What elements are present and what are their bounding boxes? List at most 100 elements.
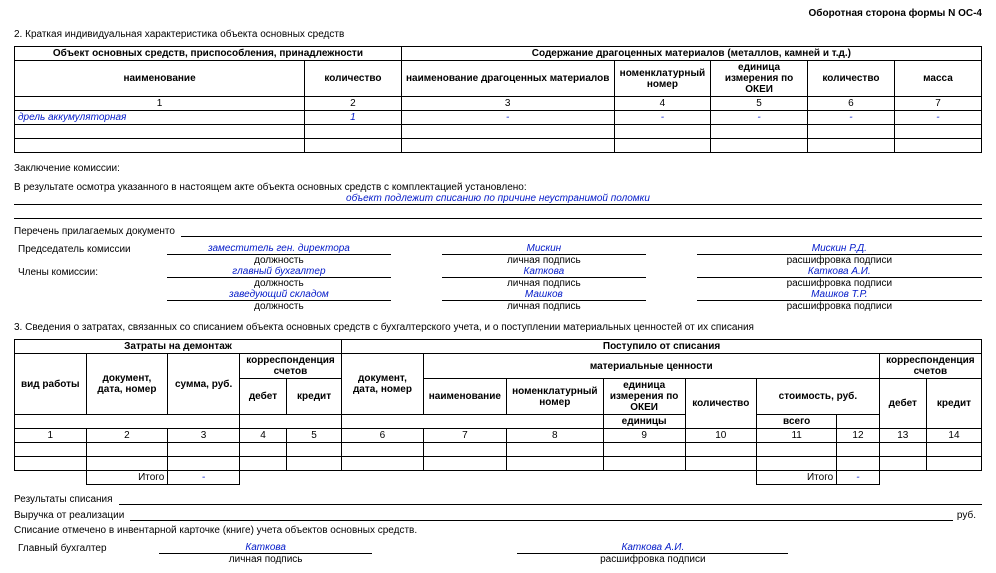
rub-label: руб. bbox=[953, 510, 982, 521]
footer-note: Списание отмечено в инвентарной карточке… bbox=[14, 525, 982, 536]
attachments-label: Перечень прилагаемых документо bbox=[14, 226, 181, 237]
t3-cost: стоимость, руб. bbox=[757, 379, 880, 415]
t2-h-nomen: номенклатурный номер bbox=[614, 61, 711, 97]
t3n2: 2 bbox=[86, 429, 168, 443]
commission-blank-line bbox=[14, 207, 982, 219]
table3: Затраты на демонтаж Поступило от списани… bbox=[14, 339, 982, 485]
m2-sig: Машков bbox=[442, 289, 646, 301]
t3n6: 6 bbox=[342, 429, 424, 443]
t2-h-name: наименование bbox=[15, 61, 305, 97]
t2-num3: 3 bbox=[401, 97, 614, 111]
t3n9: 9 bbox=[603, 429, 685, 443]
t3n10: 10 bbox=[685, 429, 757, 443]
t2-r1-name: дрель аккумуляторная bbox=[15, 111, 305, 125]
cap-sig-3: личная подпись bbox=[442, 301, 646, 313]
t3-name: наименование bbox=[423, 379, 506, 415]
t3-doc: документ, дата, номер bbox=[86, 354, 168, 415]
t2-num6: 6 bbox=[807, 97, 894, 111]
t3-debit: дебет bbox=[239, 379, 286, 415]
t2-group-right: Содержание драгоценных материалов (метал… bbox=[401, 47, 981, 61]
t2-num7: 7 bbox=[894, 97, 981, 111]
t2-r1-c3: - bbox=[401, 111, 614, 125]
t3n3: 3 bbox=[168, 429, 240, 443]
t3n4: 4 bbox=[239, 429, 286, 443]
t3-total: всего bbox=[757, 415, 837, 429]
t2-group-left: Объект основных средств, приспособления,… bbox=[15, 47, 402, 61]
t2-h-mass: масса bbox=[894, 61, 981, 97]
cap-dec-2: расшифровка подписи bbox=[697, 278, 982, 290]
commission-line1: В результате осмотра указанного в настоя… bbox=[14, 182, 527, 193]
t3-credit2: кредит bbox=[926, 379, 981, 429]
cap-dec-3: расшифровка подписи bbox=[697, 301, 982, 313]
t2-r1-qty: 1 bbox=[305, 111, 402, 125]
t3-mat: материальные ценности bbox=[423, 354, 879, 379]
members-label: Члены комиссии: bbox=[14, 266, 167, 278]
t3-nomen: номенклатурный номер bbox=[506, 379, 603, 415]
t2-num2: 2 bbox=[305, 97, 402, 111]
cap-sig-foot: личная подпись bbox=[159, 554, 372, 566]
t2-r1-c4: - bbox=[614, 111, 711, 125]
chief-acc-dec: Каткова А.И. bbox=[517, 542, 788, 554]
t2-r1-c7: - bbox=[894, 111, 981, 125]
chief-acc-label: Главный бухгалтер bbox=[14, 542, 159, 554]
chair-pos: заместитель ген. директора bbox=[167, 243, 391, 255]
t2-num4: 4 bbox=[614, 97, 711, 111]
attachments-value bbox=[181, 225, 982, 237]
cap-pos-1: должность bbox=[167, 255, 391, 267]
t3-debit2: дебет bbox=[879, 379, 926, 429]
t3n7: 7 bbox=[423, 429, 506, 443]
t3-corr: корреспонденция счетов bbox=[239, 354, 341, 379]
chief-acc-sig-val: Каткова bbox=[159, 542, 372, 554]
t3-itogo1-dash: - bbox=[168, 471, 240, 485]
section3-title: 3. Сведения о затратах, связанных со спи… bbox=[14, 322, 982, 333]
t3n12: 12 bbox=[837, 429, 880, 443]
t2-h-qty: количество bbox=[305, 61, 402, 97]
revenue-label: Выручка от реализации bbox=[14, 510, 130, 521]
m2-dec: Машков Т.Р. bbox=[697, 289, 982, 301]
revenue-value bbox=[130, 509, 953, 521]
t3-unit: единица измерения по ОКЕИ bbox=[603, 379, 685, 415]
cap-pos-3: должность bbox=[167, 301, 391, 313]
chair-sig: Мискин bbox=[442, 243, 646, 255]
t3-itogo2: Итого bbox=[757, 471, 837, 485]
t3-itogo2-dash: - bbox=[837, 471, 880, 485]
t3-credit: кредит bbox=[287, 379, 342, 415]
t3n5: 5 bbox=[287, 429, 342, 443]
signatures-table: Председатель комиссии заместитель ген. д… bbox=[14, 243, 982, 312]
t3n14: 14 bbox=[926, 429, 981, 443]
t3-qty: количество bbox=[685, 379, 757, 429]
t3n11: 11 bbox=[757, 429, 837, 443]
t2-r1-c5: - bbox=[711, 111, 808, 125]
t2-h-qty2: количество bbox=[807, 61, 894, 97]
t3-demont: Затраты на демонтаж bbox=[15, 340, 342, 354]
cap-sig-1: личная подпись bbox=[442, 255, 646, 267]
t2-h-precious: наименование драгоценных материалов bbox=[401, 61, 614, 97]
t3n1: 1 bbox=[15, 429, 87, 443]
t3-itogo1: Итого bbox=[86, 471, 168, 485]
t3n13: 13 bbox=[879, 429, 926, 443]
t3-unitcost: единицы bbox=[603, 415, 685, 429]
cap-sig-2: личная подпись bbox=[442, 278, 646, 290]
m1-dec: Каткова А.И. bbox=[697, 266, 982, 278]
cap-dec-foot: расшифровка подписи bbox=[517, 554, 788, 566]
results-label: Результаты списания bbox=[14, 494, 119, 505]
t2-r1-c6: - bbox=[807, 111, 894, 125]
t3-received: Поступило от списания bbox=[342, 340, 982, 354]
t3n8: 8 bbox=[506, 429, 603, 443]
commission-title: Заключение комиссии: bbox=[14, 163, 982, 174]
t3-corr2: корреспонденция счетов bbox=[879, 354, 981, 379]
t3-sum: сумма, руб. bbox=[168, 354, 240, 415]
chair-dec: Мискин Р.Д. bbox=[697, 243, 982, 255]
results-value bbox=[119, 493, 982, 505]
commission-line2: объект подлежит списанию по причине неус… bbox=[14, 193, 982, 205]
section2-title: 2. Краткая индивидуальная характеристика… bbox=[14, 29, 982, 40]
cap-dec-1: расшифровка подписи bbox=[697, 255, 982, 267]
chief-acc-sig: Главный бухгалтер Каткова Каткова А.И. л… bbox=[14, 542, 982, 565]
t2-num5: 5 bbox=[711, 97, 808, 111]
chair-label: Председатель комиссии bbox=[14, 243, 167, 255]
t2-h-unit: единица измерения по ОКЕИ bbox=[711, 61, 808, 97]
m1-sig: Каткова bbox=[442, 266, 646, 278]
cap-pos-2: должность bbox=[167, 278, 391, 290]
t2-num1: 1 bbox=[15, 97, 305, 111]
form-header-right: Оборотная сторона формы N ОС-4 bbox=[14, 8, 982, 19]
